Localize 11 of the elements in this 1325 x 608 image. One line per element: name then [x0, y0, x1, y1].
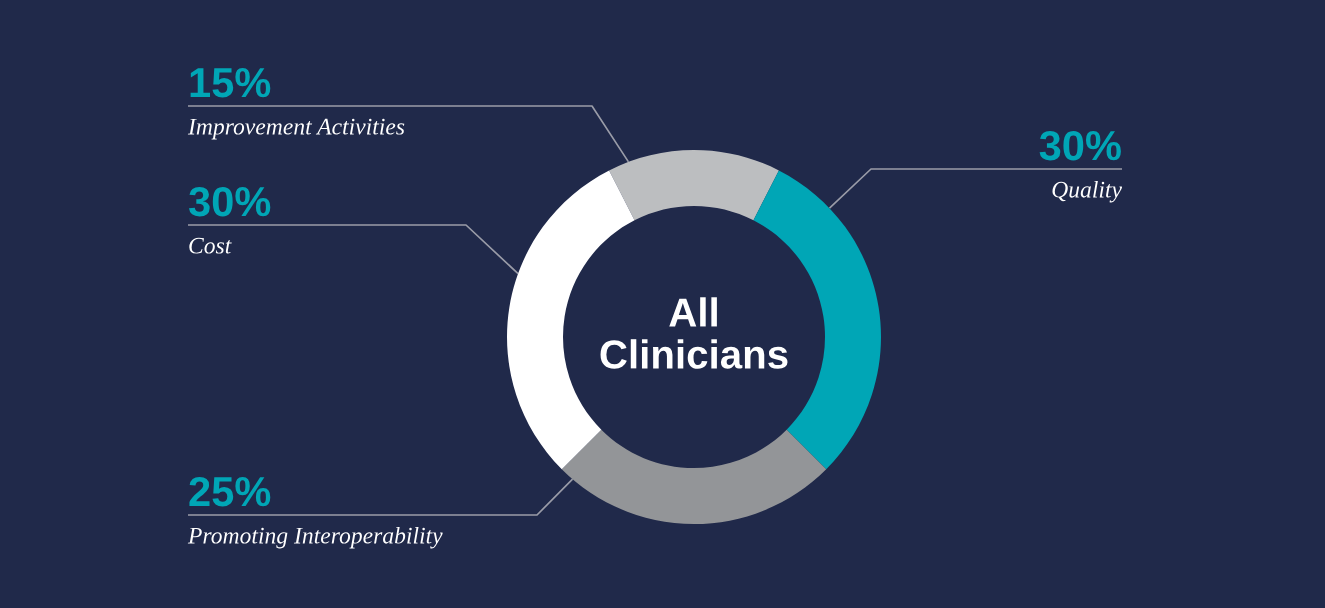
data-label: 30%	[188, 186, 271, 217]
data-label: 15%	[190, 68, 271, 98]
data-label: 30%	[1039, 130, 1121, 161]
slice-label: Improvement Activities	[187, 118, 405, 140]
slice-label: Cost	[189, 237, 232, 254]
slice-label: Promoting Interoperability	[187, 527, 443, 549]
donut-slice	[561, 429, 827, 524]
slice-label: Quality	[1052, 181, 1123, 203]
data-label: 25%	[189, 476, 271, 507]
donut-slice	[609, 150, 779, 221]
text: All Clinicians	[600, 297, 788, 369]
